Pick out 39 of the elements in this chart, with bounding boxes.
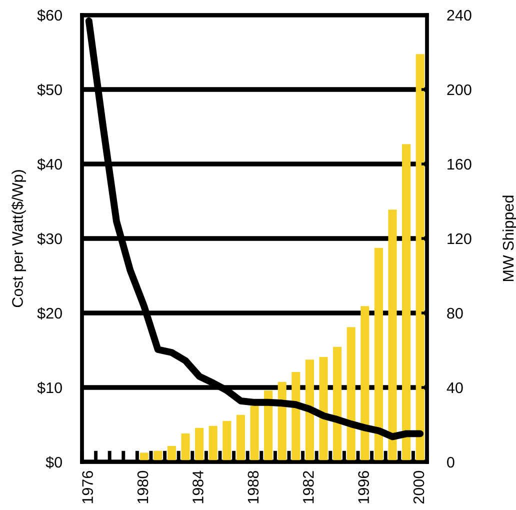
bar [167, 446, 176, 462]
y-tick-label: $30 [37, 232, 62, 246]
y2-tick-label: 40 [446, 382, 463, 394]
y2-tick-label: 80 [447, 308, 463, 319]
y2-tick-label: 0 [447, 456, 454, 468]
bar [333, 346, 342, 462]
bar [208, 426, 218, 462]
bar [181, 434, 190, 462]
bar [195, 428, 204, 462]
y-axis-title: Cost per Watt($/Wp) [11, 170, 26, 308]
y-tick-label: $0 [46, 456, 62, 469]
y-tick-label: $10 [37, 382, 62, 394]
x-tick-label: 1996 [358, 471, 369, 504]
bar [292, 372, 300, 462]
y-tick-label: $40 [37, 158, 62, 171]
bar [236, 414, 245, 462]
bar [305, 360, 314, 462]
x-tick-label: 2000 [413, 470, 424, 504]
y2-tick-label: 160 [448, 158, 472, 170]
y-tick-label: $60 [37, 9, 62, 22]
x-tick-label: 1980 [137, 470, 148, 504]
bar [319, 356, 328, 462]
y-tick-label: $20 [37, 307, 62, 320]
bar [374, 248, 383, 462]
bar [416, 54, 424, 462]
bar [402, 144, 411, 462]
x-tick-label: 1976 [82, 471, 93, 504]
x-tick-label: 1984 [192, 470, 204, 504]
y2-tick-label: 240 [447, 10, 472, 21]
y-tick-label: $50 [37, 84, 62, 96]
bar [250, 406, 259, 462]
y2-tick-label: 200 [447, 84, 472, 96]
bar [222, 421, 232, 462]
x-tick-label: 1982 [302, 471, 314, 504]
bar [360, 306, 370, 462]
bar [346, 327, 356, 462]
y2-tick-label: 120 [448, 233, 472, 244]
bar [388, 210, 397, 462]
x-tick-label: 1988 [248, 470, 259, 504]
